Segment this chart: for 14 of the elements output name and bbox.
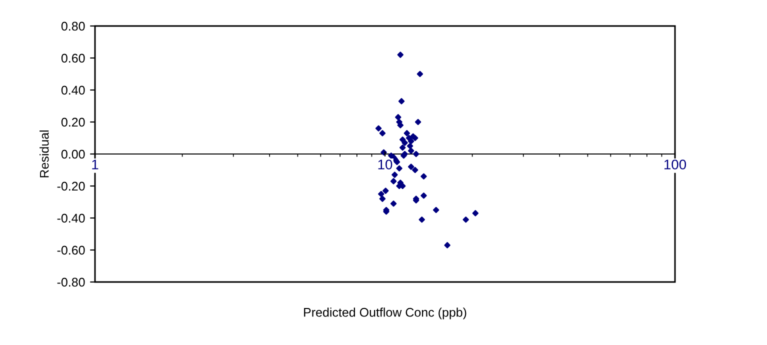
- y-tick-label: 0.80: [61, 22, 85, 31]
- x-axis-title: Predicted Outflow Conc (ppb): [304, 308, 466, 320]
- y-tick-label: 0.20: [61, 118, 85, 127]
- y-tick-label: -0.80: [57, 278, 85, 287]
- x-tick-label: 10: [378, 160, 392, 170]
- y-tick-label: -0.20: [57, 182, 85, 191]
- y-tick-label: 0.40: [61, 86, 85, 95]
- y-tick-label: 0.60: [61, 54, 85, 63]
- x-tick-label: 100: [664, 160, 686, 170]
- y-tick-label: 0.00: [61, 150, 85, 159]
- y-axis-title: Residual: [40, 130, 49, 178]
- y-tick-label: -0.60: [57, 246, 85, 255]
- x-tick-label: 1: [92, 160, 98, 170]
- y-tick-label: -0.40: [57, 214, 85, 223]
